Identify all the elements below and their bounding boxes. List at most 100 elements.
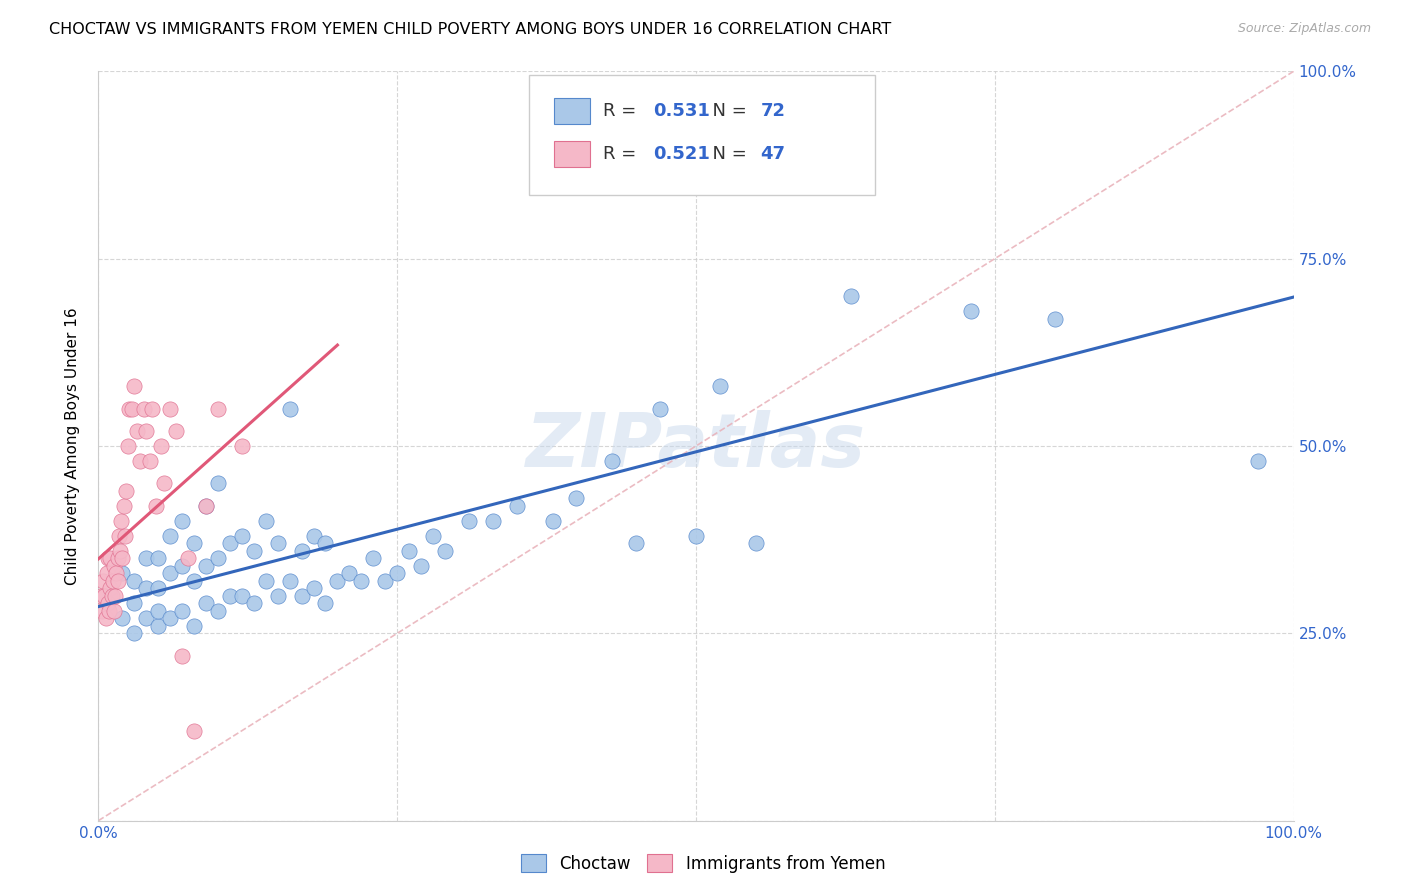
FancyBboxPatch shape (529, 75, 876, 195)
Point (172, 514, 194, 528)
Point (302, 582, 325, 596)
Point (183, 574, 205, 588)
Point (124, 574, 146, 588)
Point (195, 596, 218, 610)
Point (101, 574, 124, 588)
Point (103, 558, 125, 573)
Point (149, 439, 172, 453)
FancyBboxPatch shape (554, 141, 589, 167)
Point (105, 566, 128, 581)
Point (115, 483, 138, 498)
Point (231, 439, 253, 453)
Point (195, 558, 218, 573)
Point (107, 551, 129, 566)
Point (302, 529, 325, 543)
Point (108, 544, 131, 558)
Point (745, 536, 768, 550)
Point (195, 499, 218, 513)
Point (350, 574, 373, 588)
Point (124, 596, 146, 610)
Point (91, 604, 114, 618)
Point (135, 582, 157, 596)
Point (565, 491, 588, 506)
Point (254, 514, 277, 528)
Point (207, 476, 229, 491)
Point (98, 582, 122, 596)
Point (243, 544, 266, 558)
Point (434, 544, 457, 558)
Point (98, 589, 122, 603)
Point (315, 536, 337, 550)
Point (91, 574, 114, 588)
Point (422, 529, 444, 543)
Point (841, 289, 863, 303)
Point (177, 551, 200, 566)
Point (132, 401, 155, 416)
Point (709, 379, 731, 393)
Point (231, 529, 253, 543)
Point (172, 648, 194, 663)
Point (506, 499, 529, 513)
Point (315, 596, 337, 610)
Point (626, 536, 648, 550)
Point (207, 401, 229, 416)
Point (602, 454, 624, 468)
Point (90, 589, 112, 603)
Point (148, 582, 170, 596)
Point (291, 544, 314, 558)
Text: CHOCTAW VS IMMIGRANTS FROM YEMEN CHILD POVERTY AMONG BOYS UNDER 16 CORRELATION C: CHOCTAW VS IMMIGRANTS FROM YEMEN CHILD P… (49, 22, 891, 37)
Point (124, 379, 146, 393)
Point (111, 551, 134, 566)
Point (107, 529, 129, 543)
Point (139, 454, 162, 468)
Text: N =: N = (700, 102, 752, 120)
Point (481, 514, 505, 528)
Point (172, 558, 194, 573)
Point (98, 604, 121, 618)
Point (231, 589, 253, 603)
Point (148, 619, 170, 633)
Point (141, 401, 163, 416)
Legend: Choctaw, Immigrants from Yemen: Choctaw, Immigrants from Yemen (515, 847, 891, 880)
Point (278, 574, 301, 588)
Point (135, 611, 157, 625)
Text: 0.521: 0.521 (652, 145, 710, 162)
Point (291, 589, 314, 603)
Text: R =: R = (603, 102, 641, 120)
Text: ZIPatlas: ZIPatlas (526, 409, 866, 483)
Point (135, 551, 157, 566)
Point (326, 574, 349, 588)
Point (207, 604, 229, 618)
Point (411, 558, 433, 573)
Point (100, 589, 122, 603)
Point (960, 304, 983, 318)
Point (458, 514, 481, 528)
Text: Source: ZipAtlas.com: Source: ZipAtlas.com (1237, 22, 1371, 36)
Point (97, 551, 120, 566)
Point (97, 596, 120, 610)
Point (118, 401, 141, 416)
Point (685, 529, 707, 543)
Point (195, 499, 218, 513)
Point (363, 551, 385, 566)
Point (243, 596, 266, 610)
Text: 47: 47 (761, 145, 786, 162)
Point (541, 514, 564, 528)
Point (374, 574, 396, 588)
Point (219, 536, 242, 550)
Point (385, 566, 409, 581)
Point (267, 589, 290, 603)
Point (148, 604, 170, 618)
Text: 72: 72 (761, 102, 786, 120)
Point (111, 611, 134, 625)
Point (648, 401, 672, 416)
Point (98, 551, 122, 566)
Text: N =: N = (700, 145, 752, 162)
Point (125, 424, 148, 438)
Y-axis label: Child Poverty Among Boys Under 16: Child Poverty Among Boys Under 16 (65, 307, 80, 585)
Point (103, 604, 125, 618)
Point (94, 611, 117, 625)
Point (112, 499, 135, 513)
Point (117, 439, 139, 453)
Point (110, 514, 132, 528)
